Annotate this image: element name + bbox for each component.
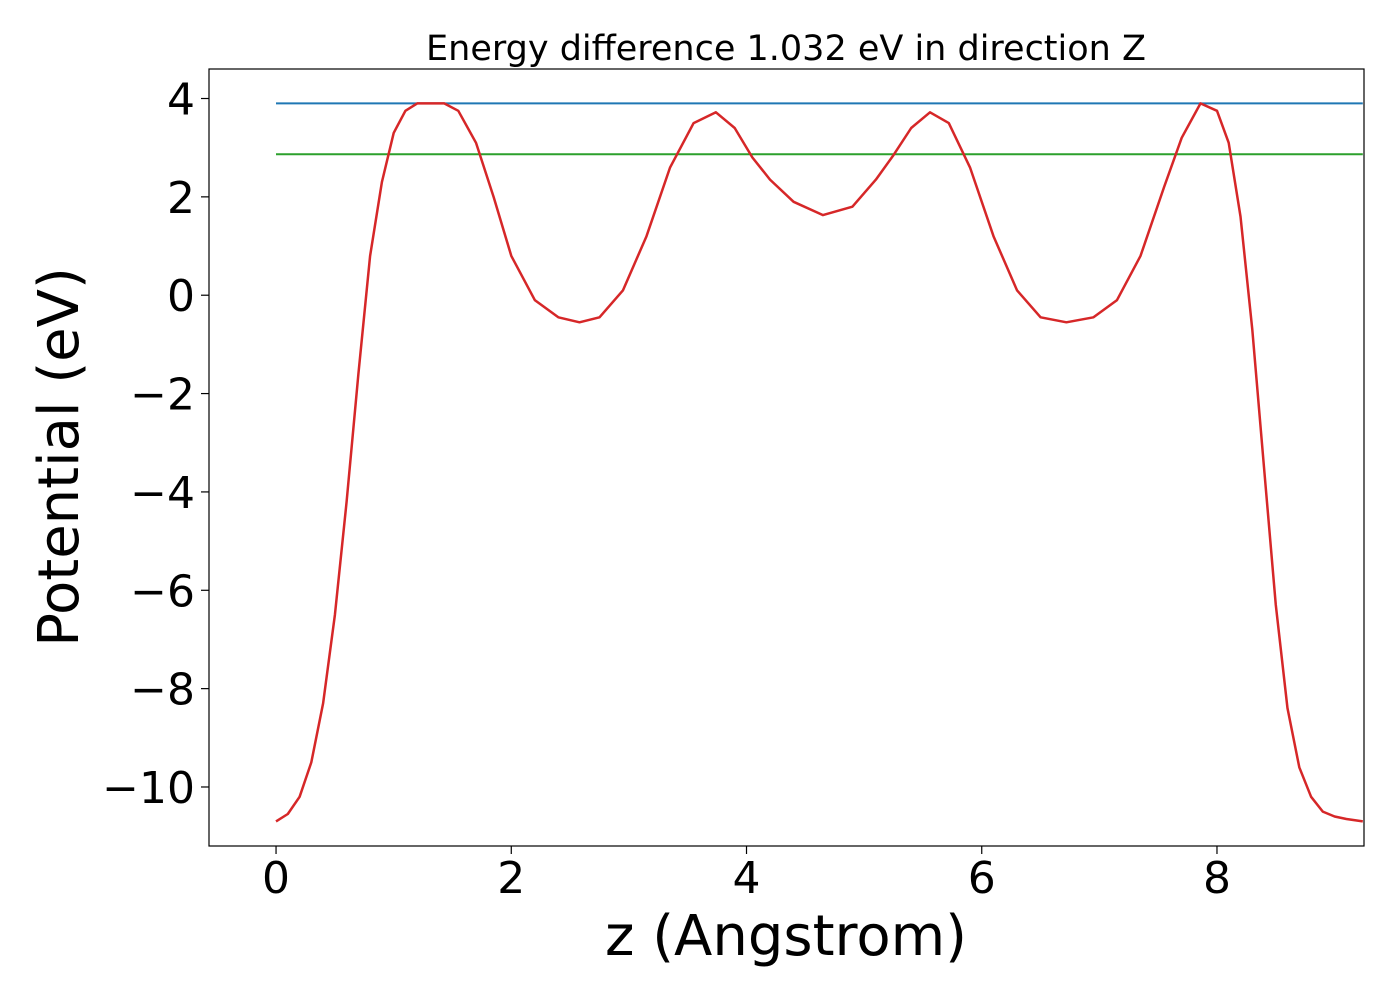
- y-tick-label: 4: [167, 75, 195, 126]
- series-layer: [275, 102, 1363, 823]
- chart-title: Energy difference 1.032 eV in direction …: [426, 29, 1146, 69]
- y-tick-label: 0: [167, 271, 195, 322]
- y-tick-label: −4: [130, 468, 195, 519]
- y-tick-label: −6: [130, 566, 195, 617]
- y-tick-label: 2: [167, 173, 195, 224]
- y-tick-label: −2: [130, 370, 195, 421]
- x-axis-label: z (Angstrom): [605, 904, 967, 969]
- potential-curve: [275, 102, 1363, 823]
- y-tick-label: −10: [102, 763, 195, 814]
- x-axis-ticks: 0 2 4 6 8: [262, 846, 1231, 904]
- y-tick-label: −8: [130, 665, 195, 716]
- y-axis-label: Potential (eV): [27, 267, 92, 647]
- x-tick-label: 6: [968, 853, 996, 904]
- x-tick-label: 0: [262, 853, 290, 904]
- plot-frame: [208, 68, 1365, 847]
- x-tick-label: 4: [733, 853, 761, 904]
- x-tick-label: 8: [1203, 853, 1231, 904]
- y-axis-ticks: 4 2 0 −2 −4 −6 −8 −10: [102, 75, 209, 814]
- x-tick-label: 2: [497, 853, 525, 904]
